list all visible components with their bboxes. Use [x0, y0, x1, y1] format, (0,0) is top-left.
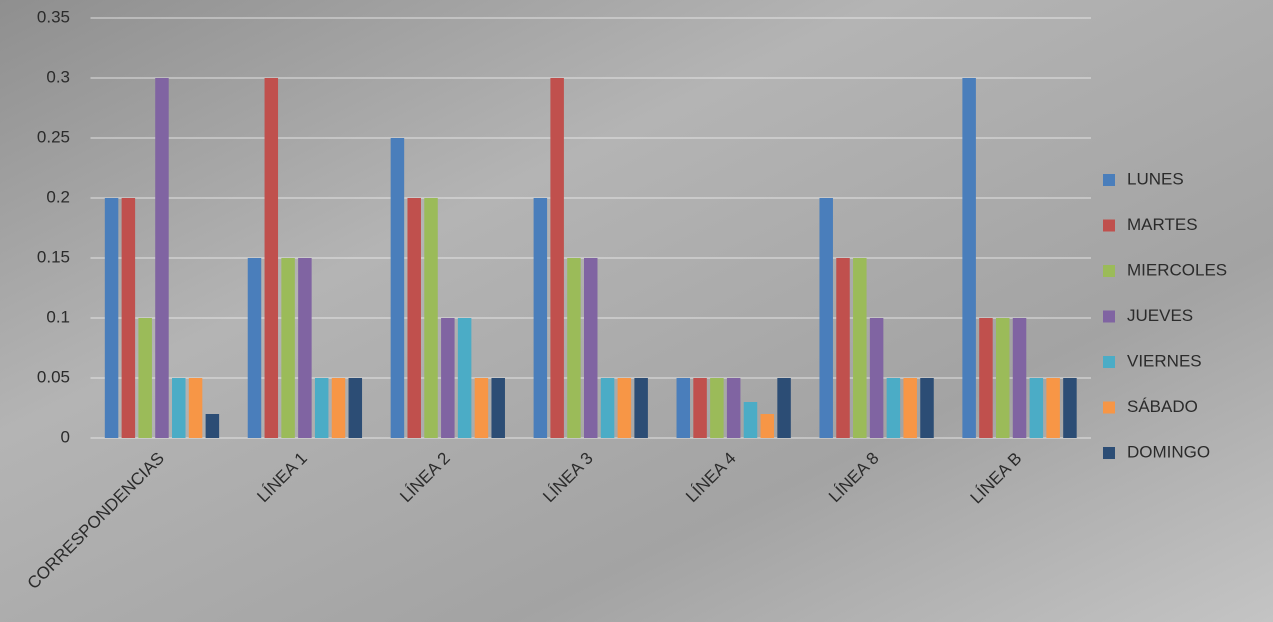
- bar: [962, 78, 976, 438]
- y-tick-label: 0.2: [46, 187, 70, 206]
- bar: [920, 378, 934, 438]
- legend-label: VIERNES: [1127, 351, 1202, 370]
- bar: [600, 378, 615, 438]
- legend-swatch: [1103, 401, 1115, 414]
- bar: [138, 318, 152, 438]
- bar: [298, 258, 312, 438]
- legend-swatch: [1103, 447, 1115, 459]
- bar: [979, 318, 993, 438]
- bar: [264, 78, 279, 438]
- legend-swatch: [1103, 356, 1115, 368]
- bar: [424, 198, 438, 438]
- bar: [1063, 378, 1077, 438]
- bar: [710, 378, 724, 438]
- bar: [533, 198, 548, 438]
- bar: [172, 378, 186, 438]
- legend-label: MIERCOLES: [1127, 260, 1227, 279]
- bar: [1029, 378, 1044, 438]
- bar: [726, 378, 741, 438]
- bar: [1046, 378, 1060, 438]
- bar: [407, 198, 421, 438]
- y-tick-label: 0.3: [46, 67, 70, 86]
- bar: [155, 78, 169, 438]
- legend-label: JUEVES: [1127, 306, 1193, 325]
- bar: [584, 258, 598, 438]
- bar: [390, 138, 405, 438]
- bar: [457, 318, 472, 438]
- legend-label: DOMINGO: [1127, 442, 1210, 461]
- bar: [281, 258, 295, 438]
- bar: [617, 378, 632, 438]
- bar: [104, 198, 119, 438]
- bar: [676, 378, 691, 438]
- bar: [121, 198, 136, 438]
- bar: [348, 378, 363, 438]
- bar: [491, 378, 505, 438]
- y-tick-label: 0.35: [37, 7, 70, 26]
- bar: [836, 258, 850, 438]
- bar: [903, 378, 917, 438]
- bar: [247, 258, 262, 438]
- bar: [634, 378, 648, 438]
- bar: [869, 318, 884, 438]
- bar: [819, 198, 833, 438]
- bar: [743, 402, 758, 438]
- legend-swatch: [1103, 174, 1115, 186]
- bar: [474, 378, 489, 438]
- bar: [567, 258, 581, 438]
- bar: [331, 378, 346, 438]
- bar: [550, 78, 564, 438]
- legend-label: MARTES: [1127, 215, 1198, 234]
- bar: [995, 318, 1010, 438]
- legend-label: LUNES: [1127, 169, 1184, 188]
- y-tick-label: 0.05: [37, 367, 70, 386]
- bar: [1012, 318, 1027, 438]
- bar: [188, 378, 203, 438]
- legend-swatch: [1103, 219, 1115, 232]
- bar: [693, 378, 707, 438]
- legend-swatch: [1103, 310, 1115, 323]
- y-tick-label: 0: [61, 427, 70, 446]
- bar: [314, 378, 329, 438]
- legend-swatch: [1103, 265, 1115, 277]
- y-tick-label: 0.25: [37, 127, 70, 146]
- bar: [886, 378, 901, 438]
- y-tick-label: 0.1: [46, 307, 70, 326]
- bar: [441, 318, 455, 438]
- bar: [760, 414, 775, 438]
- y-tick-label: 0.15: [37, 247, 70, 266]
- bar: [853, 258, 867, 438]
- bar: [777, 378, 791, 438]
- legend-label: SÁBADO: [1127, 397, 1198, 416]
- bar: [205, 414, 220, 438]
